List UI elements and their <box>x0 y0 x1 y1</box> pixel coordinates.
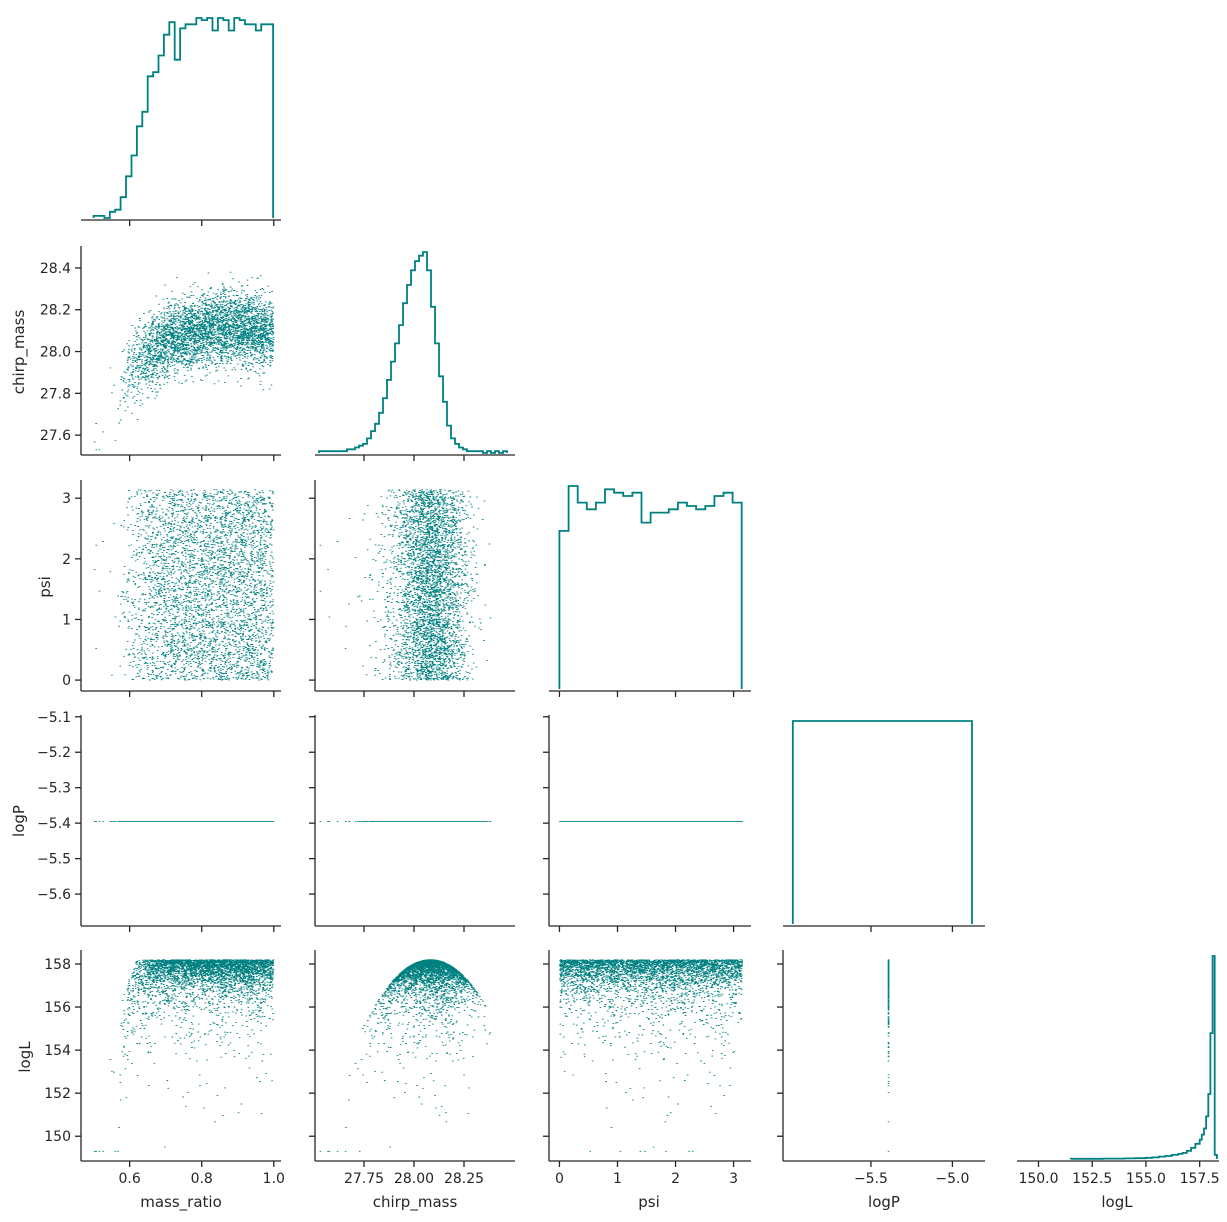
axes-r2-c0: 0 1 2 3 <box>62 480 281 697</box>
y-tick-label: 28.0 <box>40 345 71 361</box>
histogram-chirp_mass <box>318 251 508 454</box>
axes-r2-c2 <box>549 690 751 697</box>
axes-r4-c2: 0 1 2 3 <box>543 950 751 1187</box>
x-tick-label: −5.5 <box>854 1171 888 1187</box>
y-tick-label: 28.4 <box>40 261 71 277</box>
scatter-psi-vs-chirp_mass <box>319 489 492 681</box>
y-tick-label: 27.6 <box>40 428 71 444</box>
scatter-points <box>93 271 275 451</box>
x-tick-label: 155.0 <box>1126 1171 1166 1187</box>
scatter-chirp_mass-vs-mass_ratio <box>93 271 275 451</box>
y-tick-label: −5.2 <box>37 745 71 761</box>
y-tick-label: 154 <box>44 1043 71 1059</box>
axes-r4-c0: 0.6 0.8 1.0 150 152 154 156 158 <box>44 950 285 1187</box>
axes-r3-c0: −5.6 −5.5 −5.4 −5.3 −5.2 −5.1 <box>37 710 281 932</box>
y-tick-label: −5.4 <box>37 816 71 832</box>
ylabel-psi: psi <box>36 576 54 598</box>
histogram-mass_ratio <box>92 17 274 219</box>
axes-r4-c1: 27.75 28.00 28.25 <box>309 950 515 1187</box>
x-tick-label: 3 <box>729 1171 738 1187</box>
ylabel-chirp-mass: chirp_mass <box>10 310 29 395</box>
scatter-logL-vs-chirp_mass <box>319 959 492 1152</box>
x-tick-label: 28.00 <box>394 1171 434 1187</box>
xlabel-logL: logL <box>1101 1193 1133 1211</box>
xlabel-logP: logP <box>868 1193 900 1211</box>
axes-r3-c2 <box>543 715 751 932</box>
y-tick-label: 150 <box>44 1129 71 1145</box>
axes-r1-c1 <box>315 454 515 461</box>
x-tick-label: 0.8 <box>191 1171 213 1187</box>
histogram-logL <box>1069 955 1218 1160</box>
scatter-psi-vs-mass_ratio <box>93 489 275 681</box>
x-tick-label: 157.5 <box>1180 1171 1220 1187</box>
x-tick-label: 1 <box>613 1171 622 1187</box>
y-tick-label: −5.3 <box>37 781 71 797</box>
scatter-points <box>93 959 275 1152</box>
xlabel-chirp-mass: chirp_mass <box>373 1193 458 1212</box>
y-tick-label: −5.6 <box>37 887 71 903</box>
y-tick-label: 2 <box>62 552 71 568</box>
axes-r4-c4: 150.0 152.5 155.0 157.5 <box>1017 1160 1220 1187</box>
axes-r4-c3: −5.5 −5.0 <box>777 950 985 1187</box>
ylabel-logP: logP <box>10 805 28 837</box>
xlabel-psi: psi <box>638 1193 660 1211</box>
x-tick-label: 150.0 <box>1018 1171 1058 1187</box>
axes-r2-c1 <box>309 480 515 697</box>
scatter-points <box>887 959 890 1152</box>
axes-layer: 27.6 27.8 28.0 28.2 28.4 0 1 2 3 −5.6 −5.5 −5.4 −5.3… <box>37 219 1220 1187</box>
y-tick-label: 28.2 <box>40 303 71 319</box>
axes-r1-c0: 27.6 27.8 28.0 28.2 28.4 <box>40 246 281 461</box>
x-tick-label: 0 <box>555 1171 564 1187</box>
scatter-points <box>319 959 492 1152</box>
y-tick-label: 156 <box>44 1000 71 1016</box>
x-tick-label: 27.75 <box>344 1171 384 1187</box>
scatter-points <box>319 489 492 681</box>
histogram-psi <box>558 485 743 689</box>
x-tick-label: 28.25 <box>444 1171 484 1187</box>
x-tick-label: 0.6 <box>119 1171 141 1187</box>
histogram-logP <box>791 720 973 924</box>
scatter-points <box>559 959 744 1152</box>
y-tick-label: −5.1 <box>37 710 71 726</box>
scatter-logL-vs-mass_ratio <box>93 959 275 1152</box>
scatter-logL-vs-psi <box>559 959 744 1152</box>
x-tick-label: 2 <box>671 1171 680 1187</box>
ylabel-logL: logL <box>16 1041 34 1073</box>
axes-r0-c0 <box>81 219 281 226</box>
scatter-layer <box>93 271 890 1152</box>
axes-r3-c3 <box>783 925 985 932</box>
y-tick-label: 158 <box>44 957 71 973</box>
y-tick-label: −5.5 <box>37 852 71 868</box>
y-tick-label: 0 <box>62 673 71 689</box>
y-tick-label: 1 <box>62 612 71 628</box>
x-tick-label: −5.0 <box>935 1171 969 1187</box>
y-tick-label: 27.8 <box>40 386 71 402</box>
x-tick-label: 152.5 <box>1072 1171 1112 1187</box>
scatter-logL-vs-logP <box>887 959 890 1152</box>
histogram-layer <box>92 17 1218 1160</box>
x-tick-label: 1.0 <box>263 1171 285 1187</box>
y-tick-label: 3 <box>62 491 71 507</box>
scatter-points <box>93 489 275 681</box>
y-tick-label: 152 <box>44 1086 71 1102</box>
xlabel-mass-ratio: mass_ratio <box>140 1193 222 1212</box>
axes-r3-c1 <box>309 715 515 932</box>
